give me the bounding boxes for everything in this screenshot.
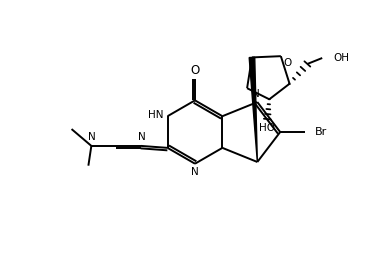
Text: N: N xyxy=(252,89,260,99)
Text: N: N xyxy=(88,132,96,142)
Text: OH: OH xyxy=(333,53,349,63)
Text: Br: Br xyxy=(315,127,327,137)
Text: N: N xyxy=(138,132,146,142)
Text: O: O xyxy=(283,58,291,68)
Text: N: N xyxy=(191,167,199,177)
Text: O: O xyxy=(190,64,200,77)
Text: HO: HO xyxy=(259,123,275,133)
Text: HN: HN xyxy=(148,110,164,120)
Polygon shape xyxy=(249,57,257,162)
